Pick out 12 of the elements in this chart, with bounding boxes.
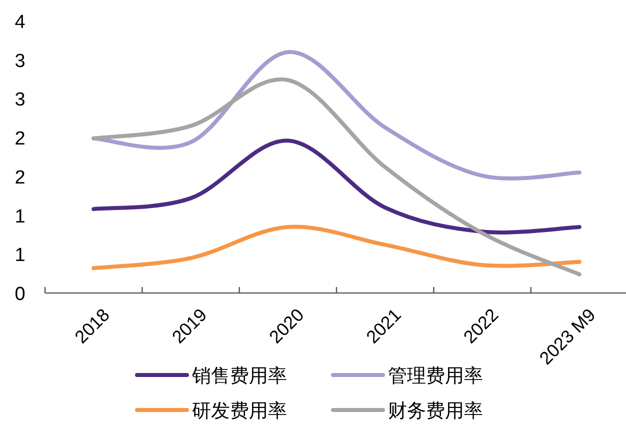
y-tick-label: 2 [14, 128, 26, 150]
y-tick-label: 1 [14, 206, 26, 228]
y-tick-label: 4 [14, 12, 26, 33]
y-tick-label: 1 [14, 245, 26, 266]
legend-label: 财务费用率 [388, 400, 483, 422]
legend-label: 销售费用率 [191, 365, 287, 387]
y-tick-label: 0 [14, 284, 26, 305]
y-tick-label: 2 [14, 167, 26, 188]
legend-label: 研发费用率 [192, 400, 287, 422]
y-tick-label: 3 [14, 50, 26, 72]
legend-label: 管理费用率 [388, 365, 483, 387]
y-tick-label: 3 [14, 90, 26, 111]
